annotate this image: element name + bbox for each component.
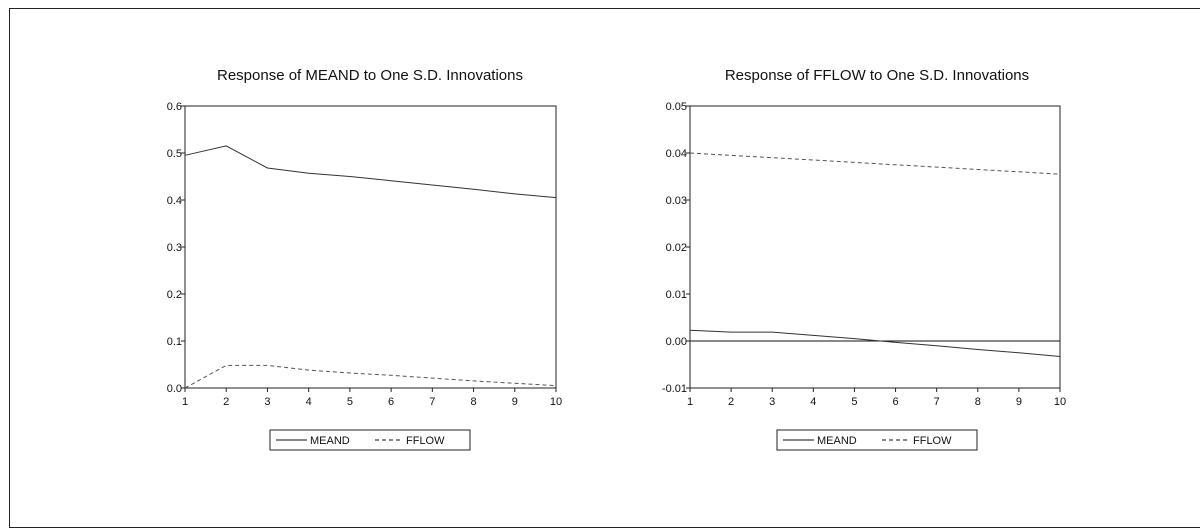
figure-frame: [9, 8, 1200, 528]
legend-label-meand: MEAND: [310, 435, 350, 447]
y-tick-label: 0.02: [666, 242, 687, 254]
series-layer: [184, 145, 557, 389]
x-tick-label: 2: [728, 396, 734, 408]
chart-meand: Response of MEAND to One S.D. Innovation…: [167, 67, 562, 451]
chart-title: Response of MEAND to One S.D. Innovation…: [217, 67, 523, 84]
x-tick-label: 7: [429, 396, 435, 408]
y-tick-label: -0.01: [662, 383, 687, 395]
chart-fflow: Response of FFLOW to One S.D. Innovation…: [662, 67, 1066, 451]
y-tick-label: 0.03: [666, 195, 687, 207]
series-line-fflow: [184, 364, 557, 389]
x-tick-label: 1: [182, 396, 188, 408]
series-layer: [689, 152, 1061, 357]
x-tick-label: 4: [810, 396, 816, 408]
x-tick-label: 2: [223, 396, 229, 408]
y-tick-label: 0.1: [167, 336, 182, 348]
y-tick-label: 0.0: [167, 383, 182, 395]
x-tick-label: 8: [975, 396, 981, 408]
x-tick-label: 3: [769, 396, 775, 408]
x-tick-label: 3: [264, 396, 270, 408]
legend: MEAND FFLOW: [776, 429, 978, 451]
y-tick-label: 0.01: [666, 289, 687, 301]
x-axis: 1 2 3 4 5 6 7 8 9 10: [687, 388, 1066, 408]
x-tick-label: 10: [1054, 396, 1066, 408]
legend-box: [269, 429, 471, 451]
y-tick-label: 0.4: [167, 195, 182, 207]
x-tick-label: 1: [687, 396, 693, 408]
y-axis: 0.6 0.5 0.4 0.3 0.2 0.1 0.0: [167, 101, 185, 395]
legend-box: [776, 429, 978, 451]
x-tick-label: 5: [347, 396, 353, 408]
y-tick-label: 0.05: [666, 101, 687, 113]
y-tick-label: 0.3: [167, 242, 182, 254]
x-tick-label: 8: [470, 396, 476, 408]
x-tick-label: 9: [1016, 396, 1022, 408]
x-tick-label: 7: [934, 396, 940, 408]
x-tick-label: 6: [892, 396, 898, 408]
impulse-response-charts: Response of MEAND to One S.D. Innovation…: [167, 67, 1066, 451]
legend: MEAND FFLOW: [269, 429, 471, 451]
y-tick-label: 0.2: [167, 289, 182, 301]
x-tick-label: 10: [550, 396, 562, 408]
x-axis: 1 2 3 4 5 6 7 8 9 10: [182, 388, 562, 408]
y-tick-label: 0.04: [666, 148, 687, 160]
y-tick-label: 0.5: [167, 148, 182, 160]
series-line-meand: [184, 145, 557, 199]
x-tick-label: 5: [851, 396, 857, 408]
legend-label-meand: MEAND: [817, 435, 857, 447]
x-tick-label: 6: [388, 396, 394, 408]
series-line-fflow: [689, 152, 1061, 175]
chart-title: Response of FFLOW to One S.D. Innovation…: [725, 67, 1029, 84]
legend-label-fflow: FFLOW: [406, 435, 445, 447]
x-tick-label: 4: [306, 396, 312, 408]
plot-area: [689, 105, 1061, 389]
legend-label-fflow: FFLOW: [913, 435, 952, 447]
series-line-meand: [689, 329, 1061, 357]
x-tick-label: 9: [512, 396, 518, 408]
y-tick-label: 0.00: [666, 336, 687, 348]
y-axis: 0.05 0.04 0.03 0.02 0.01 0.00 -0.01: [662, 101, 690, 395]
plot-area: [184, 105, 557, 389]
y-tick-label: 0.6: [167, 101, 182, 113]
